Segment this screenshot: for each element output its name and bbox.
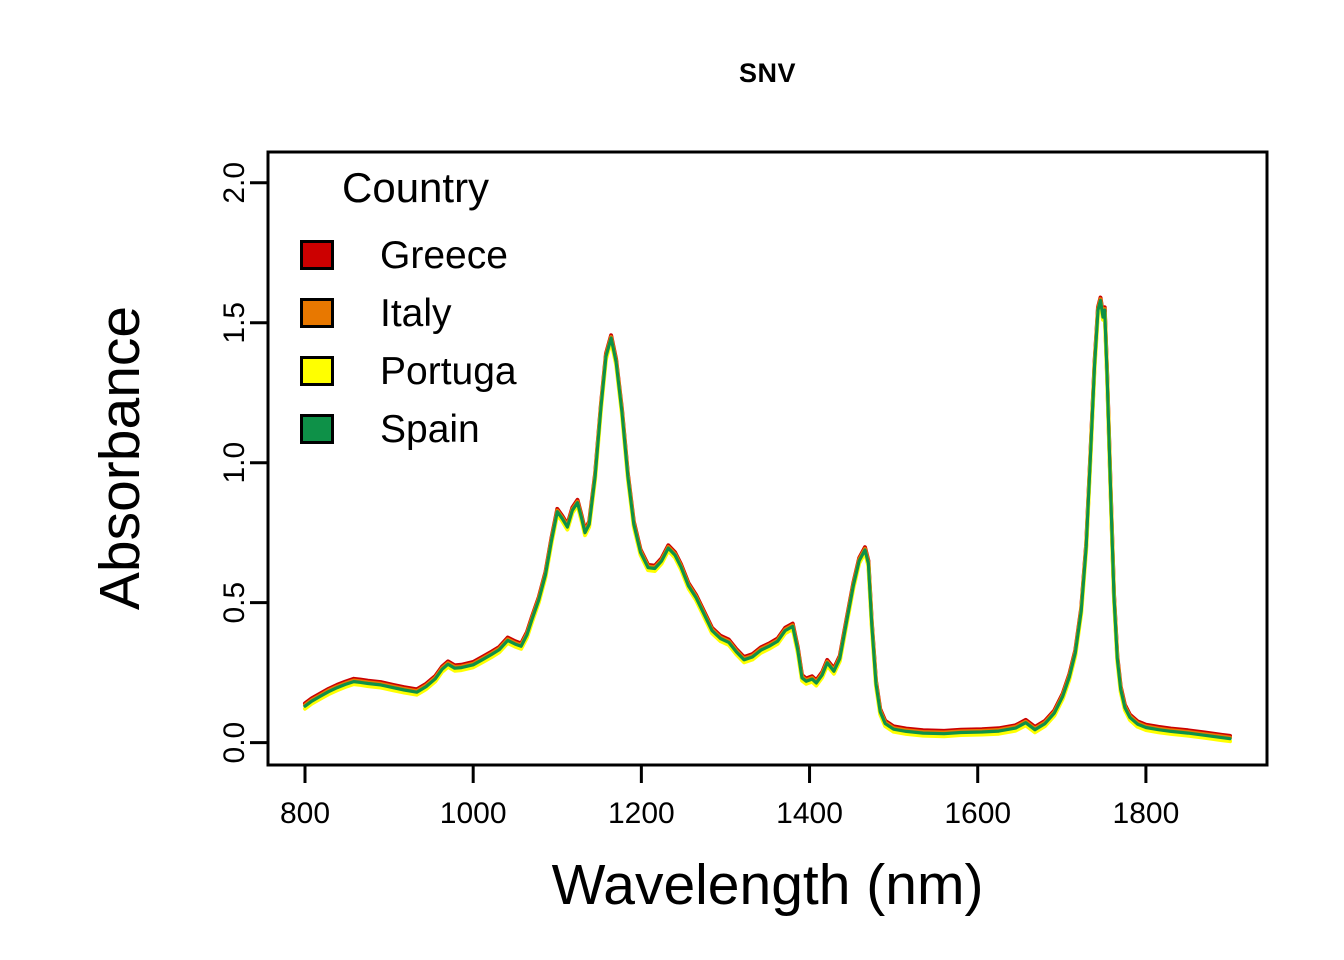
legend: Country Greece Italy Portuga Spain [300,164,517,458]
series-line-spain [303,298,1232,741]
legend-swatch-italy [300,298,334,328]
legend-label: Greece [380,233,508,277]
y-axis-title: Absorbance [88,305,152,611]
y-tick-label: 1.5 [218,302,251,344]
x-tick-label: 1400 [776,797,843,830]
y-tick-label: 1.0 [218,442,251,484]
x-axis-title: Wavelength (nm) [551,853,984,917]
x-tick-label: 1000 [440,797,507,830]
legend-item-italy: Italy [300,284,517,342]
legend-label: Portuga [380,349,517,393]
legend-title: Country [342,164,490,211]
plot-border [266,150,1269,767]
y-tick-label: 0.0 [218,722,251,764]
legend-swatch-portuga [300,356,334,386]
legend-label: Italy [380,291,452,335]
legend-item-greece: Greece [300,226,517,284]
x-tick-label: 1800 [1113,797,1180,830]
legend-entries: Greece Italy Portuga Spain [300,226,517,458]
y-tick-label: 0.5 [218,582,251,624]
x-tick-label: 800 [280,797,330,830]
legend-label: Spain [380,407,480,451]
legend-item-spain: Spain [300,400,517,458]
x-tick-label: 1600 [944,797,1011,830]
legend-item-portuga: Portuga [300,342,517,400]
chart-title: SNV [738,58,797,88]
y-tick-label: 2.0 [218,162,251,204]
x-tick-label: 1200 [608,797,675,830]
legend-swatch-spain [300,414,334,444]
legend-swatch-greece [300,240,334,270]
